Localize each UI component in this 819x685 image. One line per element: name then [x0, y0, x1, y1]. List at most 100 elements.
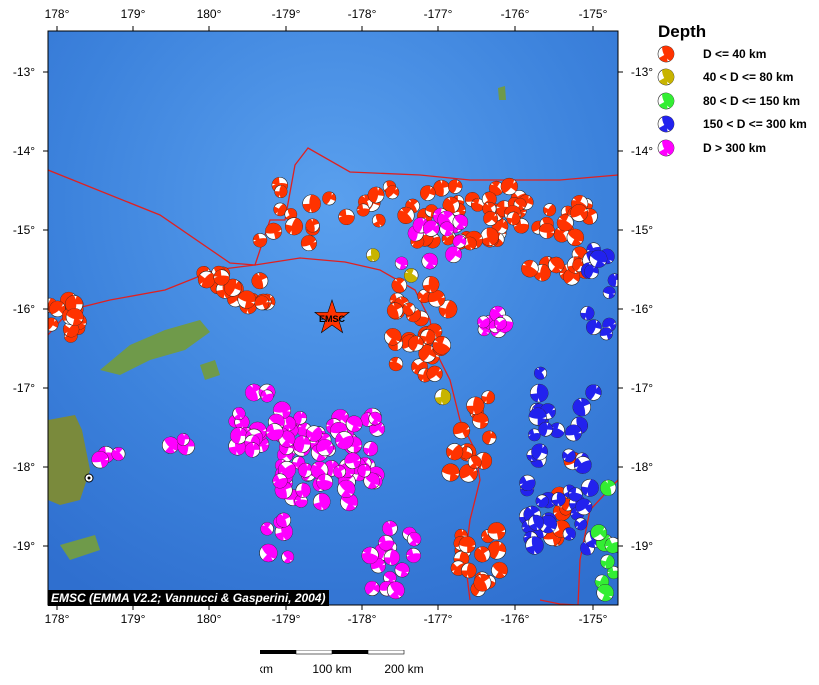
focal-mechanism: [344, 452, 361, 470]
focal-mechanism: [422, 276, 440, 293]
lat-tick-label: -16°: [631, 302, 653, 316]
focal-mechanism: [580, 306, 595, 321]
focal-mechanism: [482, 430, 497, 445]
focal-mechanism: [293, 435, 311, 453]
legend-beachball: [657, 45, 675, 63]
focal-mechanism: [483, 211, 498, 226]
lon-tick-label: 179°: [121, 612, 146, 626]
focal-mechanism: [418, 344, 437, 363]
focal-mechanism: [543, 203, 557, 217]
focal-mechanism: [366, 248, 380, 262]
focal-mechanism: [197, 270, 216, 289]
focal-mechanism: [338, 208, 355, 226]
focal-mechanism: [372, 213, 386, 228]
focal-mechanism: [575, 498, 593, 516]
lat-tick-label: -19°: [631, 539, 653, 553]
focal-mechanism: [230, 427, 248, 445]
focal-mechanism: [335, 431, 354, 450]
focal-mechanism: [525, 536, 544, 555]
focal-mechanism: [426, 365, 443, 382]
focal-mechanism: [223, 278, 242, 297]
focal-mechanism: [368, 411, 382, 426]
focal-mechanism: [252, 233, 268, 248]
focal-mechanism: [387, 581, 405, 600]
emsc-marker-label: EMSC: [319, 314, 346, 324]
focal-mechanism: [528, 514, 544, 531]
focal-mechanism: [302, 194, 321, 213]
focal-mechanism: [438, 299, 458, 319]
focal-mechanism: [531, 443, 549, 461]
focal-mechanism: [300, 235, 317, 252]
focal-mechanism: [378, 535, 394, 551]
lat-tick-label: -18°: [631, 460, 653, 474]
legend-item: D <= 40 km: [655, 42, 807, 66]
focal-mechanism: [600, 479, 617, 496]
focal-mechanism: [566, 228, 584, 247]
focal-mechanism: [260, 522, 274, 536]
focal-mechanism: [272, 473, 288, 489]
focal-mechanism: [562, 527, 576, 541]
legend-label: D <= 40 km: [703, 46, 767, 61]
focal-mechanism: [596, 584, 614, 602]
focal-mechanism-icon: [657, 115, 675, 133]
focal-mechanism: [176, 433, 190, 446]
focal-mechanism: [473, 573, 492, 592]
focal-mechanism: [386, 302, 404, 319]
focal-mechanism: [528, 428, 541, 442]
focal-mechanism: [452, 421, 471, 440]
focal-mechanism: [452, 234, 467, 249]
focal-mechanism: [565, 424, 582, 442]
focal-mechanism: [397, 206, 415, 224]
land-taveuni: [200, 360, 220, 380]
scale-label-0: 0 km: [260, 662, 273, 676]
focal-mechanism: [481, 390, 495, 405]
focal-mechanism: [356, 203, 370, 217]
lat-tick-label: -16°: [13, 302, 35, 316]
focal-mechanism: [394, 562, 410, 578]
scale-seg: [367, 649, 405, 655]
focal-mechanism: [538, 515, 558, 534]
focal-mechanism: [383, 549, 400, 566]
focal-mechanism: [251, 272, 269, 290]
focal-mechanism: [421, 252, 438, 270]
focal-mechanism: [487, 540, 507, 560]
focal-mechanism: [232, 407, 246, 421]
focal-mechanism: [161, 436, 180, 454]
focal-mechanism: [367, 186, 385, 204]
focal-mechanism: [427, 289, 446, 308]
focal-mechanism: [586, 319, 602, 335]
focal-mechanism: [403, 268, 419, 283]
focal-mechanism: [281, 550, 295, 564]
focal-mechanism: [506, 211, 521, 226]
focal-mechanism: [477, 315, 490, 329]
depth-legend: Depth D <= 40 km 40 < D <= 80 km 80 < D <=…: [655, 22, 807, 160]
focal-mechanism: [265, 423, 284, 441]
focal-mechanism: [521, 259, 539, 278]
lon-tick-label: 178°: [45, 612, 70, 626]
focal-mechanism: [458, 536, 476, 554]
focal-mechanism: [260, 389, 274, 403]
focal-mechanism: [472, 412, 489, 429]
land-fiji-vitilevu: [48, 415, 90, 505]
focal-mechanism: [548, 256, 565, 274]
legend-title: Depth: [658, 22, 707, 41]
focal-mechanism: [402, 302, 416, 316]
focal-mechanism: [607, 565, 618, 580]
lat-tick-label: -17°: [631, 381, 653, 395]
lon-tick-label: 180°: [197, 612, 222, 626]
focal-mechanism: [491, 561, 508, 579]
focal-mechanism: [322, 191, 337, 206]
focal-mechanism: [280, 416, 296, 432]
lat-tick-label: -13°: [631, 65, 653, 79]
focal-mechanism: [452, 214, 469, 230]
emsc-star-marker: [314, 299, 350, 334]
focal-mechanism: [604, 537, 618, 554]
legend-beachball: [657, 92, 675, 110]
lat-tick-label: -17°: [13, 381, 35, 395]
lon-tick-label: -178°: [348, 612, 377, 626]
lat-tick-label: -14°: [13, 144, 35, 158]
focal-mechanism: [446, 443, 464, 461]
focal-mechanism: [357, 464, 371, 478]
focal-mechanism: [285, 217, 303, 236]
focal-mechanism: [361, 546, 379, 564]
